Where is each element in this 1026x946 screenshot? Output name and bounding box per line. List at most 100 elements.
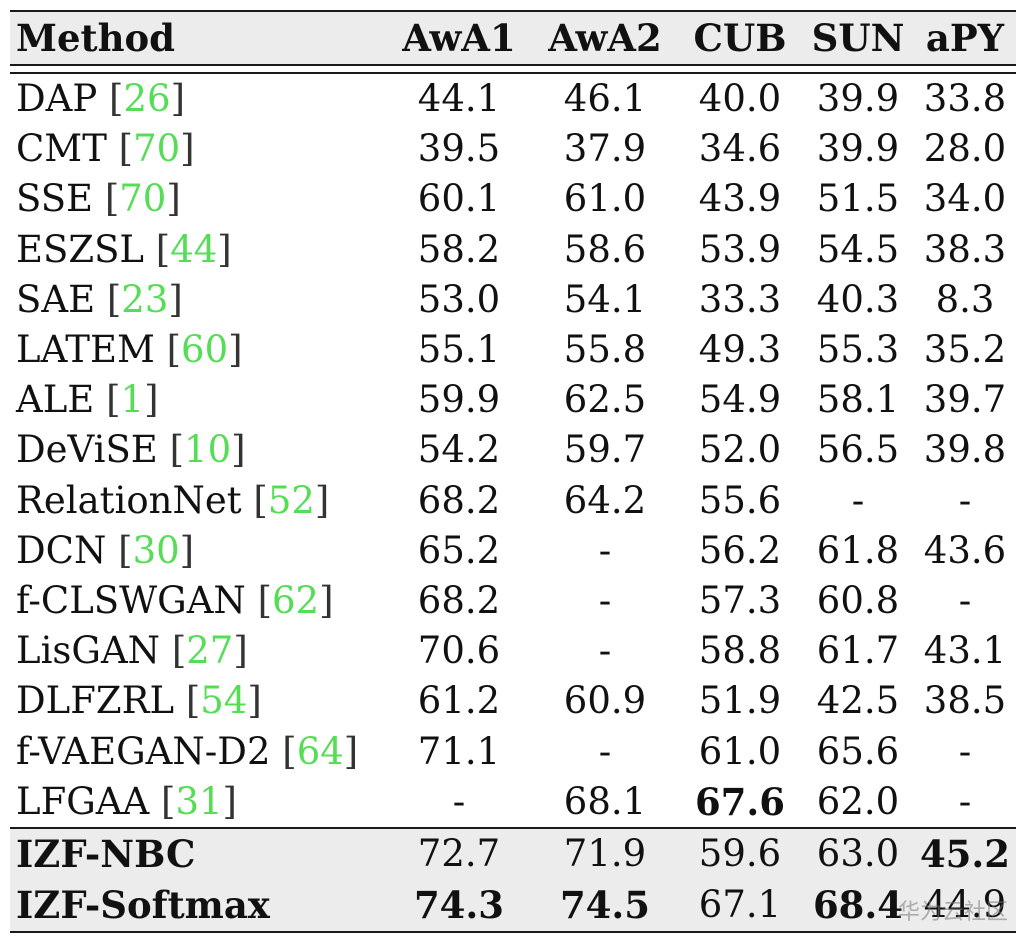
citation-link[interactable]: 54 [200,679,248,723]
method-cell: LFGAA [31] [16,779,237,823]
baselines-row: DeViSE [10] 54.2 59.7 52.0 56.5 39.8 [10,425,1016,475]
score-cell-sun: - [851,478,865,522]
score-cell-awa1: - [452,779,466,823]
citation-link[interactable]: 70 [133,127,181,171]
method-cell: DLFZRL [54] [16,679,262,723]
score-cell-cub: 67.6 [694,779,786,824]
method-cell: CMT [70] [16,127,195,171]
method-name: f-CLSWGAN [16,578,246,622]
baselines-row: f-CLSWGAN [62] 68.2 - 57.3 60.8 - [10,576,1016,626]
score-cell-apy: - [958,779,972,823]
citation-link[interactable]: 26 [123,77,171,121]
score-cell-cub: 54.9 [698,378,782,422]
score-cell-apy: 38.5 [923,679,1007,723]
method-name: DAP [16,77,98,121]
score-cell-apy: - [958,578,972,622]
method-cell: RelationNet [52] [16,478,330,522]
method-cell: LisGAN [27] [16,629,248,673]
score-cell-awa2: 71.9 [532,826,678,880]
table-header: Method AwA1 AwA2 CUB SUN aPY [10,10,1016,66]
method-name: f-VAEGAN-D2 [16,729,271,773]
citation-link[interactable]: 70 [119,177,167,221]
baseline-methods: DAP [26] 44.1 46.1 40.0 39.9 33.8 CMT [70] 39.5… [10,71,1016,828]
baselines-row: DCN [30] 65.2 - 56.2 61.8 43.6 [10,526,1016,576]
score-cell-cub: 34.6 [698,127,782,171]
score-cell-apy: 38.3 [923,227,1007,271]
method-name: IZF-Softmax [16,882,270,927]
score-cell-awa1: 59.9 [417,378,501,422]
score-cell-awa2: 59.7 [563,428,647,472]
column-header-method: Method [10,10,386,66]
baselines-row: ESZSL [44] 58.2 58.6 53.9 54.5 38.3 [10,225,1016,275]
score-cell-awa2: 61.0 [563,177,647,221]
column-header-awa2: AwA2 [532,10,678,66]
citation-link[interactable]: 62 [272,578,320,622]
baselines-row: DAP [26] 44.1 46.1 40.0 39.9 33.8 [10,71,1016,125]
baselines-row: ALE [1] 59.9 62.5 54.9 58.1 39.7 [10,375,1016,425]
method-name: SAE [16,277,96,321]
score-cell-cub: 53.9 [698,227,782,271]
score-cell-awa1: 54.2 [417,428,501,472]
score-cell-awa2: - [598,528,612,572]
method-name: SSE [16,177,94,221]
citation-link[interactable]: 31 [175,779,223,823]
baselines-row: DLFZRL [54] 61.2 60.9 51.9 42.5 38.5 [10,676,1016,726]
citation-link[interactable]: 60 [181,328,229,372]
score-cell-sun: 40.3 [816,277,900,321]
citation-link[interactable]: 52 [267,478,315,522]
score-cell-awa2: 62.5 [563,378,647,422]
method-cell: SSE [70] [16,177,181,221]
column-header-awa1: AwA1 [386,10,532,66]
score-cell-apy: 45.2 [914,826,1016,880]
score-cell-apy: 39.8 [923,428,1007,472]
score-cell-sun: 55.3 [816,328,900,372]
baselines-row: SAE [23] 53.0 54.1 33.3 40.3 8.3 [10,275,1016,325]
score-cell-apy: 35.2 [923,328,1007,372]
spacer-row [10,65,1016,73]
score-cell-apy: - [958,478,972,522]
score-cell-awa2: 46.1 [532,71,678,125]
citation-link[interactable]: 23 [121,277,169,321]
score-cell-awa2: - [598,729,612,773]
column-header-apy: aPY [914,10,1016,66]
score-cell-cub: 33.3 [698,277,782,321]
score-cell-cub: 52.0 [698,428,782,472]
score-cell-awa1: 68.2 [417,578,501,622]
score-cell-awa1: 65.2 [417,528,501,572]
citation-link[interactable]: 27 [186,629,234,673]
score-cell-sun: 60.8 [816,578,900,622]
score-cell-apy: 44.9 [914,879,1016,933]
score-cell-awa1: 58.2 [417,227,501,271]
citation-link[interactable]: 44 [170,227,218,271]
results-table: Method AwA1 AwA2 CUB SUN aPY DAP [26] 44.… [10,10,1016,933]
method-cell: DAP [26] [10,71,386,125]
method-name: DLFZRL [16,679,175,723]
citation-link[interactable]: 30 [132,528,180,572]
score-cell-cub: 61.0 [698,729,782,773]
score-cell-sun: 39.9 [802,71,914,125]
score-cell-sun: 62.0 [816,779,900,823]
method-cell: ALE [1] [16,378,159,422]
score-cell-sun: 51.5 [816,177,900,221]
method-name: LFGAA [16,779,150,823]
score-cell-awa1: 39.5 [417,127,501,171]
citation-link[interactable]: 10 [184,428,232,472]
score-cell-cub: 55.6 [698,478,782,522]
method-cell: SAE [23] [16,277,183,321]
score-cell-cub: 59.6 [678,826,802,880]
score-cell-awa2: 74.5 [532,879,678,933]
score-cell-sun: 42.5 [816,679,900,723]
watermark: 华为云社区 [897,900,1008,925]
baselines-row: LFGAA [31] - 68.1 67.6 62.0 - [10,777,1016,828]
score-cell-sun: 58.1 [816,378,900,422]
score-cell-awa2: 58.6 [563,227,647,271]
ours-row: IZF-Softmax 74.3 74.5 67.1 68.4 44.9 [10,879,1016,933]
score-cell-cub: 51.9 [698,679,782,723]
citation-link[interactable]: 64 [296,729,344,773]
score-cell-sun: 61.7 [816,629,900,673]
score-cell-sun: 63.0 [802,826,914,880]
method-cell: f-CLSWGAN [62] [16,578,334,622]
header-gap [10,65,1016,73]
score-cell-cub: 67.1 [678,879,802,933]
citation-link[interactable]: 1 [120,378,145,422]
